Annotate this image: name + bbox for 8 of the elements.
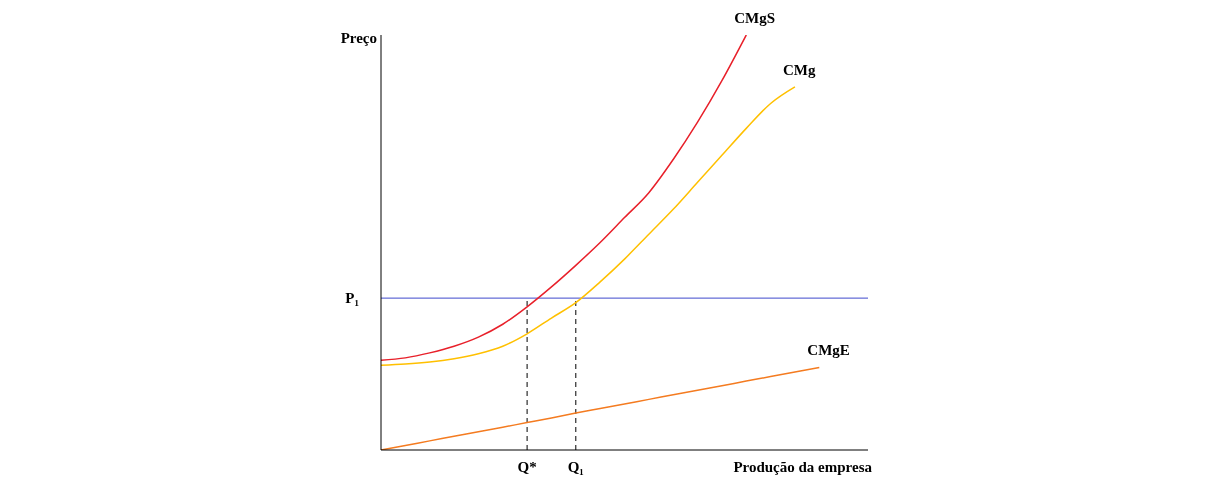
series-label: CMgE bbox=[807, 342, 850, 359]
x-axis-title: Produção da empresa bbox=[733, 459, 873, 475]
x-tick-label: Q* bbox=[517, 459, 537, 475]
ref-line-label: P₁ bbox=[345, 290, 359, 307]
series-label: CMg bbox=[782, 61, 816, 78]
series-label: CMgS bbox=[734, 10, 776, 26]
x-tick-label: Q₁ bbox=[567, 459, 584, 475]
y-axis-title: Preço bbox=[340, 30, 377, 46]
